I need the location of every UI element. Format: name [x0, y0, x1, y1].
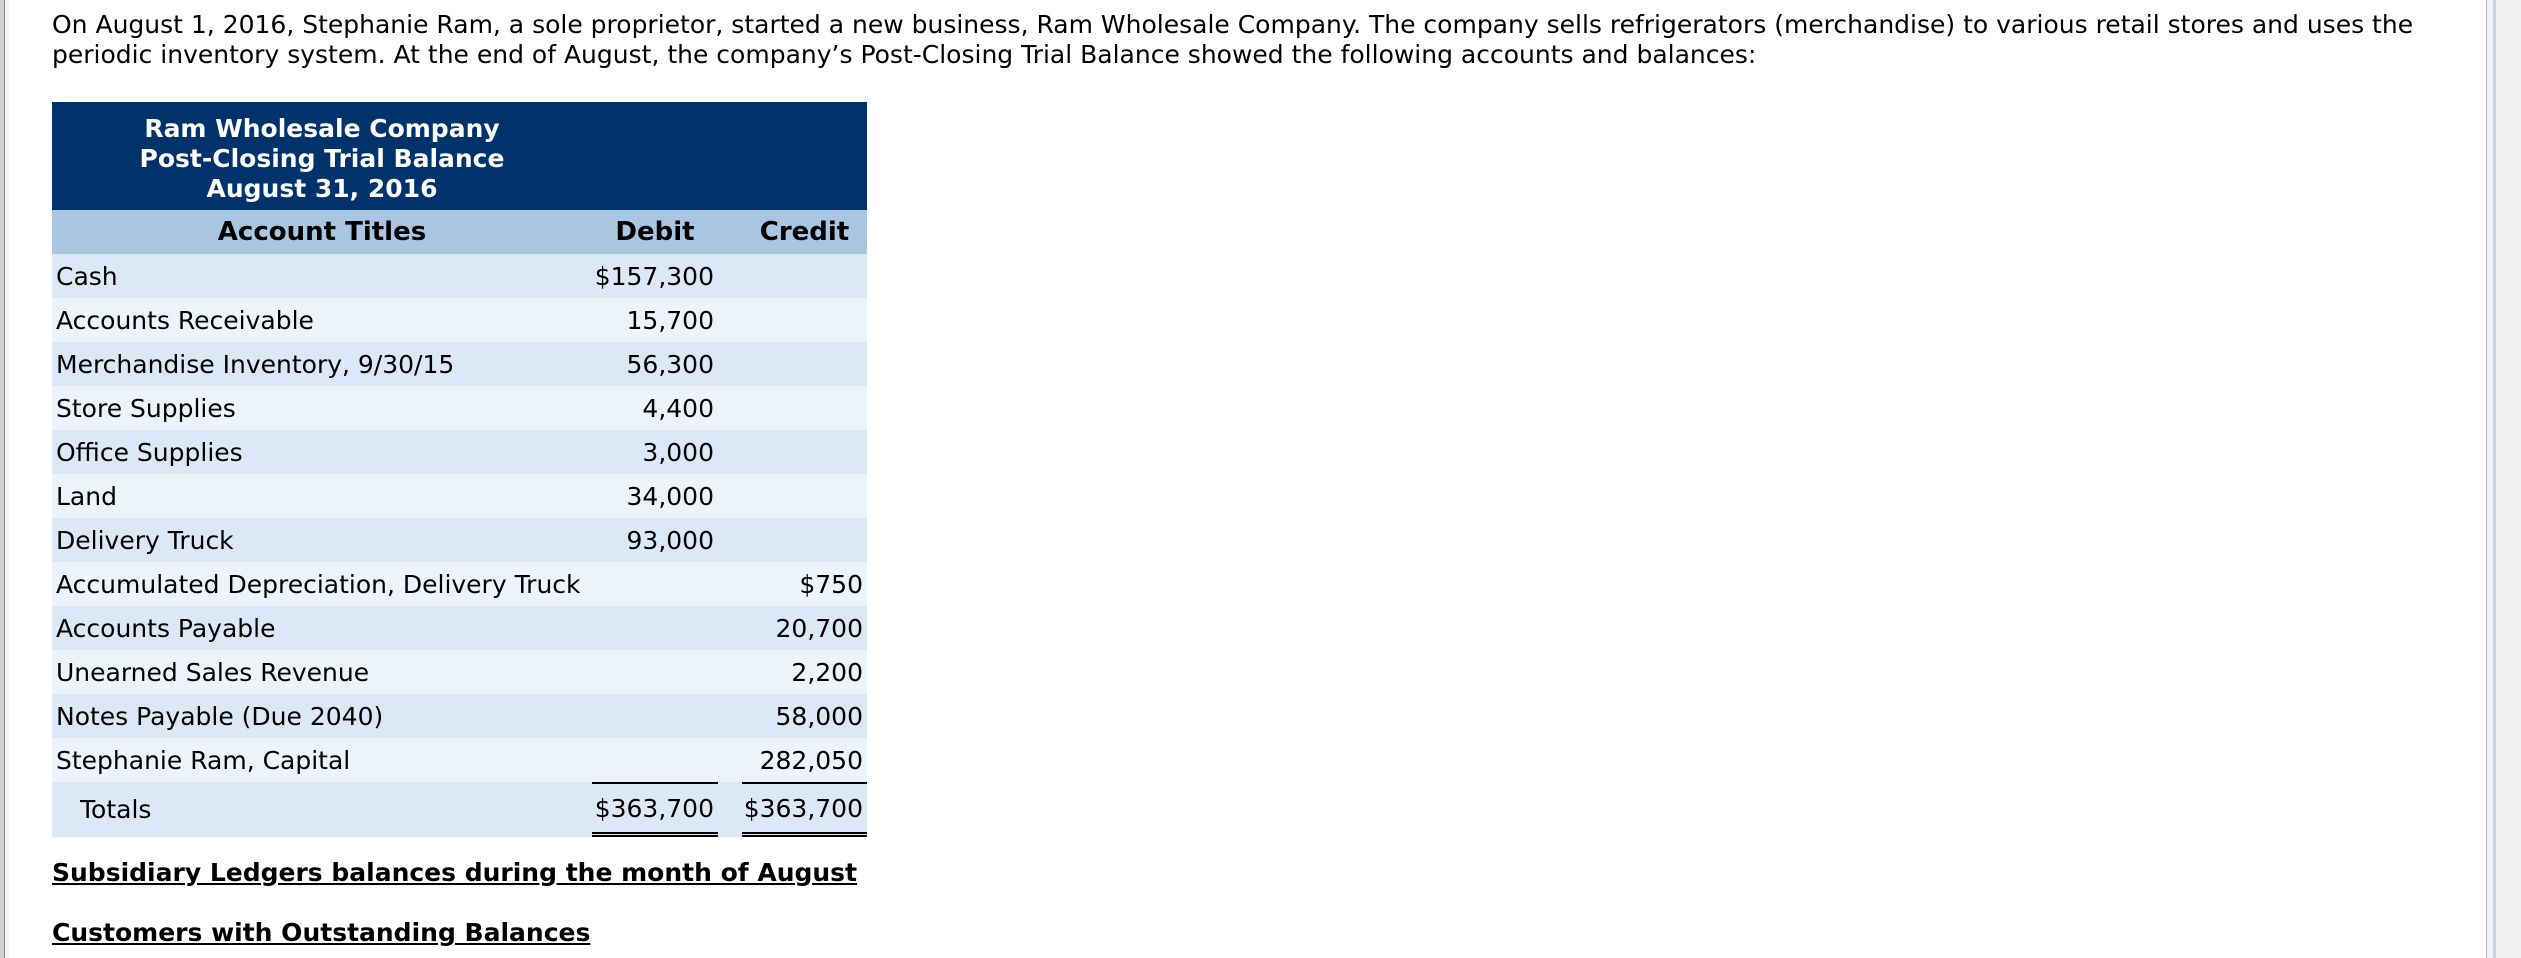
table-row: Accounts Receivable 15,700	[52, 298, 867, 342]
problem-intro-text: On August 1, 2016, Stephanie Ram, a sole…	[52, 10, 2414, 69]
account-title-cell: Land	[52, 474, 592, 518]
account-title-cell: Unearned Sales Revenue	[52, 650, 592, 694]
debit-cell	[592, 606, 718, 650]
account-title-cell: Cash	[52, 254, 592, 298]
debit-cell	[592, 562, 718, 606]
trial-balance-table: Ram Wholesale Company Post-Closing Trial…	[52, 102, 867, 837]
debit-cell	[592, 650, 718, 694]
debit-cell: 34,000	[592, 474, 718, 518]
table-row: Stephanie Ram, Capital 282,050	[52, 738, 867, 782]
scroll-track[interactable]	[2493, 0, 2496, 958]
table-row: Land 34,000	[52, 474, 867, 518]
company-name: Ram Wholesale Company	[144, 114, 500, 143]
credit-cell	[742, 430, 867, 474]
account-title-cell: Accumulated Depreciation, Delivery Truck	[52, 562, 592, 606]
credit-cell	[742, 518, 867, 562]
credit-cell	[742, 386, 867, 430]
table-row: Office Supplies 3,000	[52, 430, 867, 474]
subsidiary-ledgers-heading: Subsidiary Ledgers balances during the m…	[52, 858, 858, 887]
problem-content: On August 1, 2016, Stephanie Ram, a sole…	[52, 10, 2452, 947]
account-title-cell: Notes Payable (Due 2040)	[52, 694, 592, 738]
account-titles-header: Account Titles	[52, 210, 592, 254]
credit-cell	[742, 254, 867, 298]
credit-cell: 20,700	[742, 606, 867, 650]
window-left-border	[0, 0, 9, 958]
debit-cell: 4,400	[592, 386, 718, 430]
total-credit: $363,700	[742, 782, 867, 837]
total-debit: $363,700	[592, 782, 718, 837]
table-row: Store Supplies 4,400	[52, 386, 867, 430]
table-row: Cash $157,300	[52, 254, 867, 298]
credit-cell: $750	[742, 562, 867, 606]
credit-cell	[742, 298, 867, 342]
table-row: Notes Payable (Due 2040) 58,000	[52, 694, 867, 738]
credit-cell	[742, 474, 867, 518]
debit-cell: 3,000	[592, 430, 718, 474]
customers-heading: Customers with Outstanding Balances	[52, 918, 591, 947]
debit-cell	[592, 738, 718, 782]
debit-cell: 56,300	[592, 342, 718, 386]
statement-date: August 31, 2016	[206, 174, 438, 203]
credit-cell	[742, 342, 867, 386]
account-title-cell: Accounts Payable	[52, 606, 592, 650]
account-title-cell: Stephanie Ram, Capital	[52, 738, 592, 782]
debit-cell: $157,300	[592, 254, 718, 298]
credit-cell: 58,000	[742, 694, 867, 738]
column-header-row: Account Titles Debit Credit	[52, 210, 867, 254]
debit-header: Debit	[592, 210, 718, 254]
account-title-cell: Delivery Truck	[52, 518, 592, 562]
debit-cell: 15,700	[592, 298, 718, 342]
account-title-cell: Office Supplies	[52, 430, 592, 474]
statement-title: Post-Closing Trial Balance	[139, 144, 505, 173]
table-row: Merchandise Inventory, 9/30/15 56,300	[52, 342, 867, 386]
table-row: Accumulated Depreciation, Delivery Truck…	[52, 562, 867, 606]
credit-cell: 2,200	[742, 650, 867, 694]
account-title-cell: Merchandise Inventory, 9/30/15	[52, 342, 592, 386]
account-title-cell: Accounts Receivable	[52, 298, 592, 342]
window-right-border	[2486, 0, 2521, 958]
totals-label: Totals	[52, 782, 592, 837]
table-row: Delivery Truck 93,000	[52, 518, 867, 562]
debit-cell	[592, 694, 718, 738]
credit-cell: 282,050	[742, 738, 867, 782]
trial-balance-header: Ram Wholesale Company Post-Closing Trial…	[52, 102, 867, 210]
totals-row: Totals $363,700 $363,700	[52, 782, 867, 837]
debit-cell: 93,000	[592, 518, 718, 562]
account-title-cell: Store Supplies	[52, 386, 592, 430]
table-row: Accounts Payable 20,700	[52, 606, 867, 650]
credit-header: Credit	[742, 210, 867, 254]
table-row: Unearned Sales Revenue 2,200	[52, 650, 867, 694]
